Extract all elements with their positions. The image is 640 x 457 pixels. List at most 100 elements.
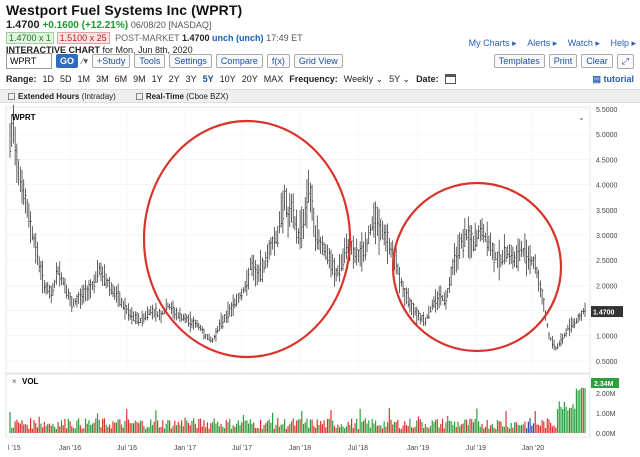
go-button[interactable]: GO xyxy=(56,54,79,68)
checkbox-icon xyxy=(135,92,143,100)
tutorial-label: tutorial xyxy=(603,73,635,84)
extended-hours-toggle[interactable]: Extended Hours (Intraday) xyxy=(8,92,116,101)
volume-bar xyxy=(520,425,523,433)
range-max[interactable]: MAX xyxy=(263,74,284,84)
last-price-tag-text: 1.4700 xyxy=(593,310,615,317)
range-2y[interactable]: 2Y xyxy=(168,74,180,84)
volume-bar xyxy=(174,420,176,433)
watch-link[interactable]: Watch ▸ xyxy=(567,38,600,48)
compare-button[interactable]: Compare xyxy=(215,54,263,68)
volume-bar xyxy=(452,424,454,433)
volume-bar xyxy=(304,422,306,433)
volume-bar xyxy=(577,390,579,433)
volume-bar xyxy=(78,418,80,433)
volume-bar xyxy=(404,421,406,433)
range-20y[interactable]: 20Y xyxy=(241,74,258,84)
volume-bar xyxy=(59,426,61,433)
volume-bar xyxy=(196,428,198,433)
volume-bar xyxy=(290,421,293,433)
date-label: Date: xyxy=(416,74,439,84)
volume-bar xyxy=(259,419,262,433)
price-chart[interactable]: WPRT ⌄ 5.5000 5.0000 4.5000 4.0000 3.5000 3.0… xyxy=(0,105,640,457)
volume-bar xyxy=(407,426,409,433)
expand-icon[interactable]: ⤢ xyxy=(616,53,634,69)
volume-bar xyxy=(514,422,516,433)
volume-bar xyxy=(508,428,511,433)
calendar-icon[interactable] xyxy=(444,74,456,84)
chart-symbol-label: WPRT xyxy=(12,113,36,122)
volume-tick-label: 0.00M xyxy=(596,431,616,438)
volume-bar xyxy=(491,423,493,433)
volume-bar xyxy=(165,423,167,433)
grid-view-button[interactable]: Grid View xyxy=(293,54,343,68)
draw-tool-icon[interactable]: ⁄▾ xyxy=(82,55,89,66)
volume-bar xyxy=(316,419,318,433)
volume-bar xyxy=(230,428,233,433)
volume-bar xyxy=(320,420,322,433)
volume-bar xyxy=(234,426,236,433)
tools-button[interactable]: Tools xyxy=(134,54,166,68)
volume-bar xyxy=(411,427,413,433)
volume-bar xyxy=(102,418,104,433)
study-button[interactable]: +Study xyxy=(92,54,131,68)
volume-bar xyxy=(205,427,207,433)
frequency-select[interactable]: Weekly ⌄ xyxy=(344,74,383,85)
volume-bar xyxy=(356,418,358,433)
time-tick-label: Jul '16 xyxy=(117,445,137,452)
clear-button[interactable]: Clear xyxy=(581,54,613,68)
volume-bar xyxy=(579,389,581,433)
volume-bar xyxy=(405,424,408,433)
chevron-down-icon: ⌄ xyxy=(402,73,411,84)
volume-bar xyxy=(126,408,128,433)
volume-close-icon[interactable]: × xyxy=(12,377,17,386)
bid-badge: 1.4700 x 1 xyxy=(6,32,55,44)
symbol-input[interactable] xyxy=(6,53,52,69)
range-3y[interactable]: 3Y xyxy=(185,74,197,84)
range-1d[interactable]: 1D xyxy=(42,74,55,84)
range-10y[interactable]: 10Y xyxy=(219,74,236,84)
range-1m[interactable]: 1M xyxy=(77,74,91,84)
volume-bar xyxy=(524,421,526,433)
volume-bar xyxy=(294,425,296,433)
volume-bar xyxy=(527,421,529,433)
settings-button[interactable]: Settings xyxy=(169,54,212,68)
volume-bar xyxy=(297,419,299,433)
real-time-toggle[interactable]: Real-Time (Cboe BZX) xyxy=(135,91,228,101)
volume-bar xyxy=(330,410,332,433)
volume-bar xyxy=(189,425,191,433)
volume-bar xyxy=(546,418,548,433)
volume-tag: 2.34M xyxy=(591,378,619,388)
volume-bar xyxy=(302,423,305,433)
volume-bar xyxy=(349,424,351,433)
range-6m[interactable]: 6M xyxy=(114,74,128,84)
collapse-chevron-icon[interactable]: ⌄ xyxy=(578,113,585,122)
volume-bar xyxy=(246,420,248,433)
print-button[interactable]: Print xyxy=(548,54,578,68)
volume-bar xyxy=(229,418,231,433)
range-1y[interactable]: 1Y xyxy=(151,74,163,84)
volume-bar xyxy=(11,427,13,433)
volume-bar xyxy=(532,423,535,433)
help-link[interactable]: Help ▸ xyxy=(610,38,636,48)
templates-button[interactable]: Templates xyxy=(493,54,545,68)
volume-bar xyxy=(553,425,555,433)
real-time-label: Real-Time xyxy=(145,91,184,101)
tutorial-link[interactable]: ▤ tutorial xyxy=(592,74,634,85)
volume-bar xyxy=(539,425,541,433)
volume-bar xyxy=(399,428,401,433)
period-select[interactable]: 5Y ⌄ xyxy=(389,74,410,85)
volume-bar xyxy=(460,424,463,433)
range-9m[interactable]: 9M xyxy=(133,74,146,84)
my-charts-link[interactable]: My Charts ▸ xyxy=(468,38,517,48)
volume-bar xyxy=(541,419,543,433)
volume-bar xyxy=(105,424,107,433)
volume-bar xyxy=(163,428,166,433)
range-3m[interactable]: 3M xyxy=(96,74,109,84)
fx-button[interactable]: f(x) xyxy=(266,54,290,68)
volume-bar xyxy=(203,420,205,433)
range-5d[interactable]: 5D xyxy=(60,74,72,84)
alerts-link[interactable]: Alerts ▸ xyxy=(527,38,558,48)
range-5y[interactable]: 5Y xyxy=(202,74,214,84)
volume-bar xyxy=(263,424,265,433)
volume-bar xyxy=(84,418,87,433)
